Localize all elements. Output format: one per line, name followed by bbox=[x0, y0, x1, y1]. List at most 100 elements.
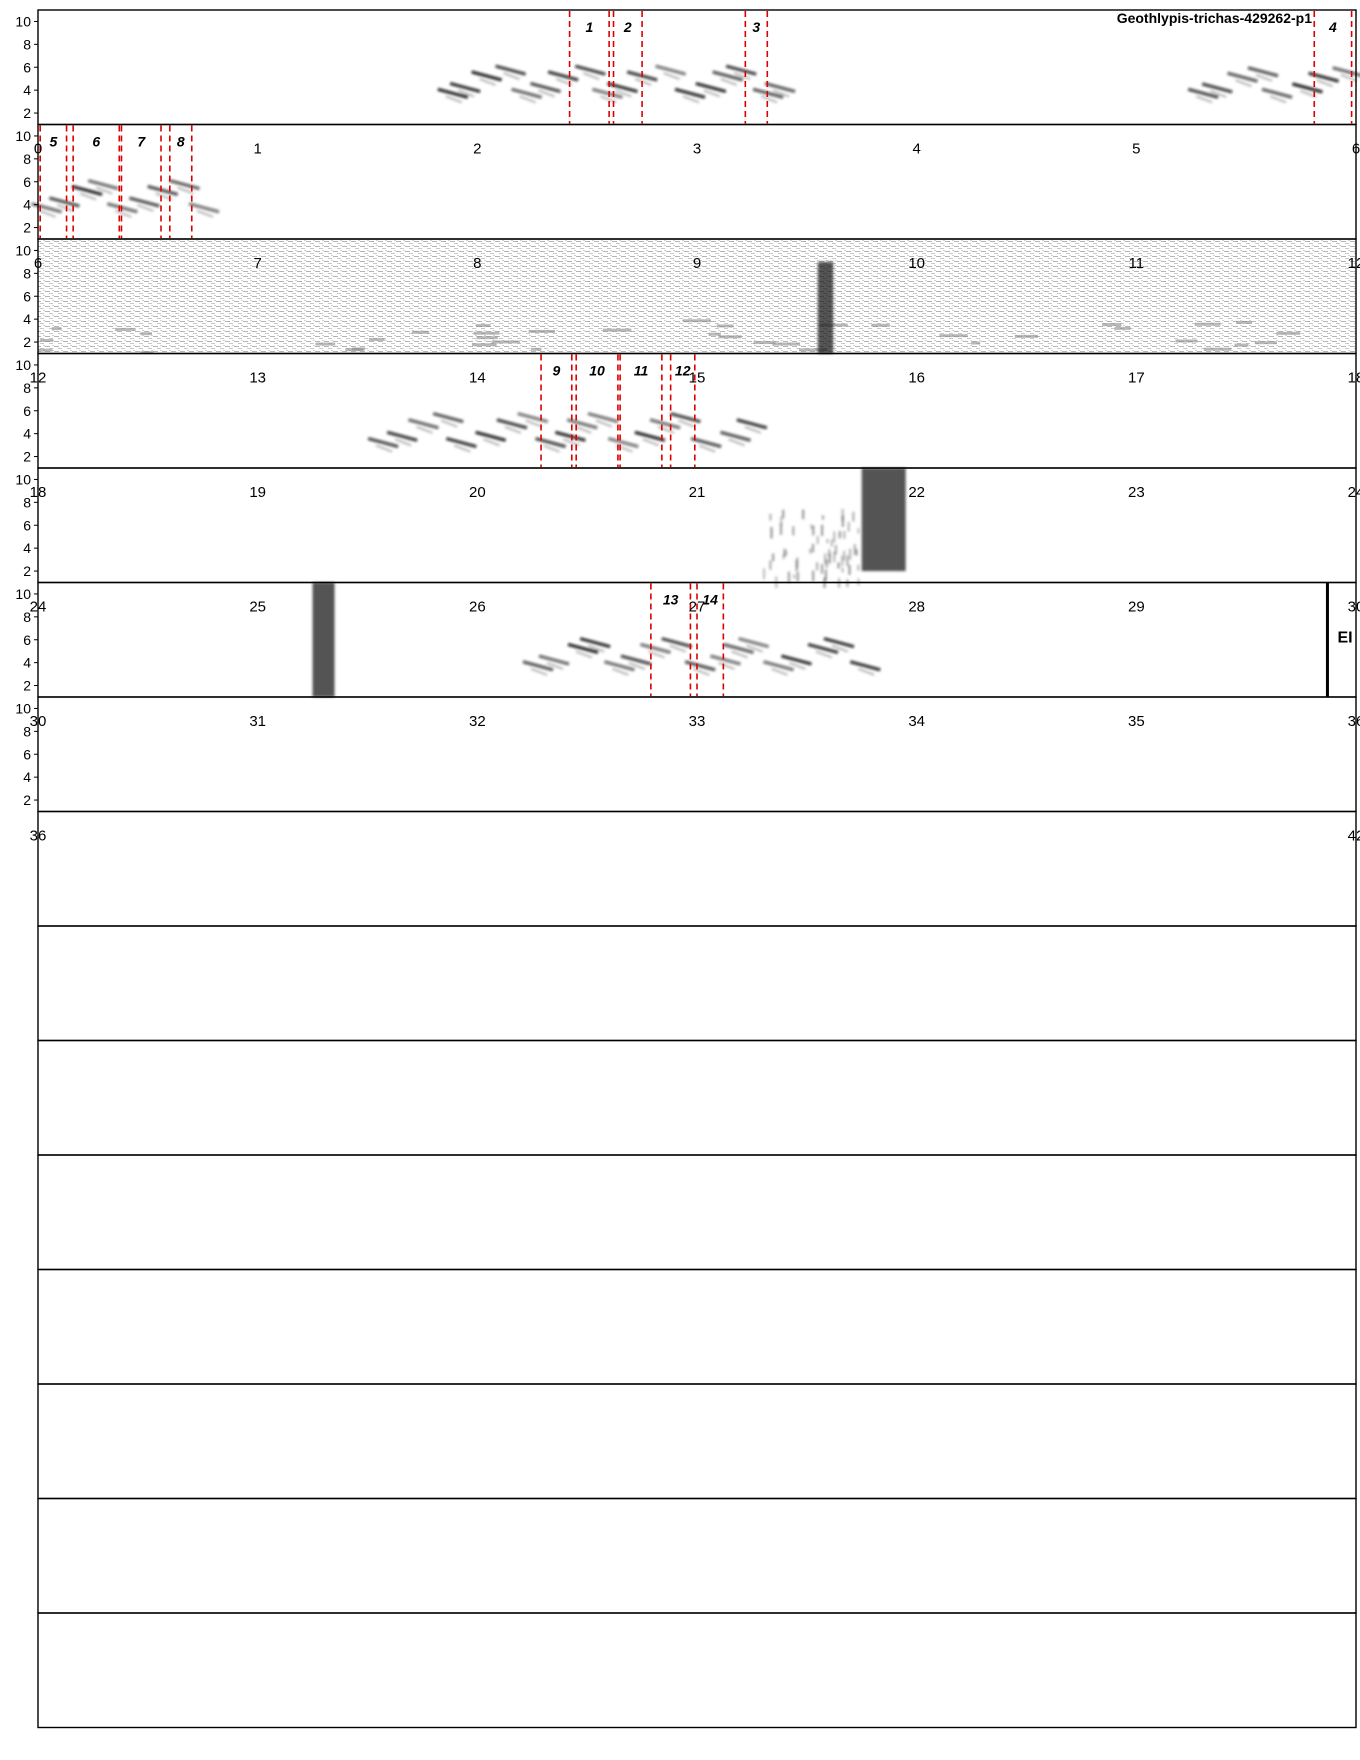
syllable-harmonic bbox=[718, 662, 735, 670]
syllable-trace bbox=[781, 654, 812, 666]
noise-burst-speck bbox=[782, 554, 785, 560]
y-tick-label: 8 bbox=[23, 151, 31, 167]
noise-burst-speck bbox=[833, 551, 836, 563]
noise-burst-speck bbox=[841, 508, 844, 521]
x-tick-label: 24 bbox=[1348, 484, 1360, 501]
syllable-trace bbox=[823, 637, 855, 649]
syllable-harmonic bbox=[772, 89, 790, 98]
noise-burst-speck bbox=[821, 515, 824, 520]
syllable-trace bbox=[566, 418, 598, 430]
x-tick-label: 19 bbox=[249, 484, 266, 501]
syllable-harmonic bbox=[95, 186, 113, 195]
syllable-trace bbox=[87, 179, 119, 191]
noise-speck bbox=[772, 342, 800, 346]
y-tick-label: 8 bbox=[23, 36, 31, 52]
x-tick-label: 1 bbox=[253, 141, 261, 158]
syllable-trace bbox=[449, 81, 481, 94]
x-tick-label: 20 bbox=[469, 484, 486, 501]
y-tick-label: 8 bbox=[23, 723, 31, 739]
noise-speck bbox=[528, 329, 556, 333]
x-tick-label: 5 bbox=[1132, 141, 1140, 158]
noise-speck bbox=[753, 341, 776, 345]
y-tick-label: 10 bbox=[15, 471, 31, 487]
noise-burst-speck bbox=[769, 513, 772, 521]
sound-event-song bbox=[1187, 66, 1360, 104]
noise-burst-speck bbox=[812, 570, 815, 582]
spectrogram-row-frame bbox=[37, 9, 1357, 126]
y-tick-label: 4 bbox=[23, 82, 31, 98]
noise-burst-speck bbox=[763, 568, 766, 580]
syllable-harmonic bbox=[483, 438, 500, 447]
click-transient bbox=[861, 468, 906, 572]
annotation-label: 13 bbox=[663, 592, 679, 608]
y-tick-label: 2 bbox=[23, 678, 31, 694]
y-tick-label: 2 bbox=[23, 334, 31, 350]
noise-burst-speck bbox=[825, 559, 828, 568]
syllable-harmonic bbox=[698, 444, 716, 453]
x-tick-label: 18 bbox=[1348, 370, 1360, 387]
y-tick-label: 10 bbox=[15, 242, 31, 258]
noise-speck bbox=[1175, 339, 1198, 343]
sound-event-noise bbox=[763, 508, 860, 589]
x-tick-label: 35 bbox=[1128, 713, 1145, 730]
sound-event-song bbox=[522, 637, 881, 676]
click-transient bbox=[312, 582, 335, 697]
syllable-harmonic bbox=[39, 209, 56, 218]
recording-title: Geothlypis-trichas-429262-p1 bbox=[1116, 10, 1312, 26]
noise-burst-speck bbox=[796, 571, 799, 582]
y-tick-label: 8 bbox=[23, 380, 31, 396]
noise-speck bbox=[475, 324, 491, 328]
syllable-trace bbox=[48, 196, 80, 208]
annotation-label: 2 bbox=[623, 19, 632, 35]
syllable-trace bbox=[763, 660, 794, 672]
syllable-trace bbox=[1308, 71, 1340, 83]
y-tick-label: 6 bbox=[23, 59, 31, 75]
noise-burst-speck bbox=[838, 531, 841, 539]
noise-burst-speck bbox=[841, 515, 844, 527]
syllable-harmonic bbox=[504, 425, 522, 434]
syllable-harmonic bbox=[733, 72, 751, 81]
y-tick-label: 8 bbox=[23, 265, 31, 281]
syllable-harmonic bbox=[1209, 89, 1227, 98]
syllable-trace bbox=[386, 430, 418, 442]
syllable-trace bbox=[712, 70, 744, 82]
noise-burst-speck bbox=[834, 544, 837, 555]
y-tick-label: 2 bbox=[23, 792, 31, 808]
x-tick-label: 15 bbox=[689, 370, 706, 387]
y-tick-label: 2 bbox=[23, 220, 31, 236]
annotation-label: 3 bbox=[752, 19, 760, 35]
syllable-harmonic bbox=[394, 438, 412, 447]
noise-burst-speck bbox=[846, 555, 849, 567]
noise-burst-speck bbox=[852, 511, 855, 522]
syllable-harmonic bbox=[519, 95, 536, 104]
syllable-harmonic bbox=[728, 438, 745, 447]
syllable-harmonic bbox=[634, 77, 652, 86]
noise-speck bbox=[1203, 347, 1232, 351]
syllable-harmonic bbox=[546, 662, 564, 670]
syllable-trace bbox=[738, 637, 770, 649]
noise-burst-speck bbox=[847, 521, 850, 532]
syllable-harmonic bbox=[457, 89, 475, 98]
syllable-trace bbox=[517, 412, 549, 424]
syllable-harmonic bbox=[1340, 73, 1358, 82]
noise-burst-speck bbox=[824, 569, 827, 581]
noise-speck bbox=[939, 334, 968, 338]
syllable-harmonic bbox=[595, 419, 613, 428]
x-tick-label: 7 bbox=[253, 255, 261, 272]
x-tick-label: 31 bbox=[249, 713, 266, 730]
noise-speck bbox=[115, 327, 136, 331]
y-tick-label: 8 bbox=[23, 494, 31, 510]
syllable-harmonic bbox=[445, 95, 463, 104]
syllable-harmonic bbox=[503, 72, 520, 81]
syllable-trace bbox=[1201, 82, 1233, 94]
syllable-harmonic bbox=[196, 209, 214, 218]
noise-speck bbox=[1114, 326, 1131, 330]
syllable-trace bbox=[475, 430, 507, 442]
syllable-harmonic bbox=[1235, 79, 1252, 88]
noise-speck bbox=[472, 343, 497, 347]
syllable-trace bbox=[604, 660, 635, 672]
noise-speck bbox=[40, 338, 54, 342]
syllable-harmonic bbox=[744, 425, 762, 434]
noise-speck bbox=[871, 323, 890, 327]
syllable-harmonic bbox=[746, 644, 763, 653]
